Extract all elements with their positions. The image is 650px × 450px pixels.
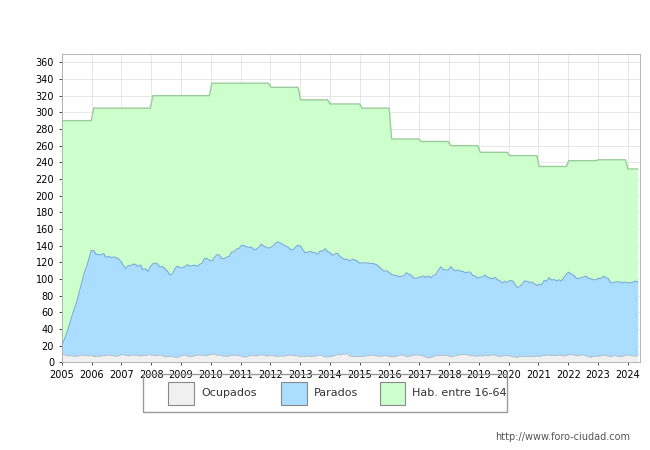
Bar: [168, 382, 194, 405]
Text: http://www.foro-ciudad.com: http://www.foro-ciudad.com: [495, 432, 630, 442]
Text: Tírig - Evolucion de la poblacion en edad de Trabajar Mayo de 2024: Tírig - Evolucion de la poblacion en eda…: [78, 16, 572, 32]
Bar: [281, 382, 307, 405]
Text: Hab. entre 16-64: Hab. entre 16-64: [412, 387, 507, 398]
Bar: [380, 382, 405, 405]
Text: Ocupados: Ocupados: [202, 387, 257, 398]
Text: Parados: Parados: [314, 387, 358, 398]
